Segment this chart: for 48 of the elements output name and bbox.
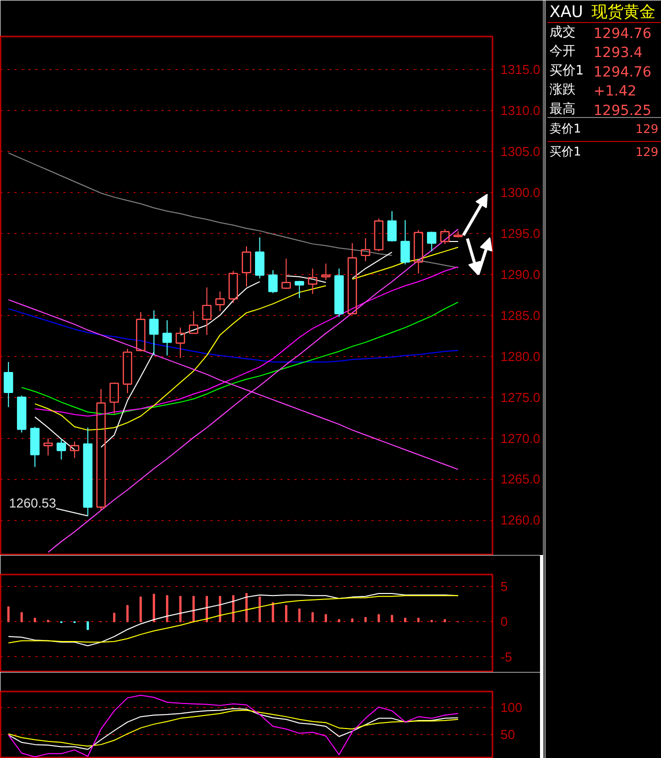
y-tick-label: 1265.0: [500, 472, 540, 487]
text: 涨跌: [550, 82, 576, 98]
line-series: [34, 266, 459, 417]
candlestick: [308, 268, 318, 294]
candlestick: [149, 310, 159, 356]
text: 最高: [550, 100, 576, 117]
y-tick-label: 1290.0: [500, 266, 540, 282]
y-tick-label: 100: [500, 700, 522, 716]
y-tick-label: 1310.0: [500, 102, 540, 118]
y-tick-label: 5: [500, 578, 508, 594]
y-tick-label: 1315.0: [500, 62, 540, 77]
candlestick: [334, 268, 344, 318]
annotation: 1260.53: [9, 496, 56, 511]
candlestick: [96, 388, 106, 511]
text: 1294.76: [594, 64, 652, 80]
text: 1295.25: [594, 102, 652, 119]
candlestick: [4, 362, 14, 408]
candlestick: [255, 236, 264, 279]
line-series: [8, 308, 459, 362]
text: 129: [636, 122, 658, 136]
text: 买价1: [550, 144, 582, 158]
y-tick-label: 1260.0: [500, 512, 540, 528]
y-tick-label: 1275.0: [500, 390, 540, 405]
text: 1293.4: [594, 45, 643, 62]
text: +1.42: [594, 84, 636, 100]
text: 1294.76: [594, 26, 652, 42]
text: 成交: [550, 24, 576, 40]
candlestick: [83, 427, 92, 516]
y-tick-label: 1285.0: [500, 308, 540, 323]
y-tick-label: 1305.0: [500, 144, 540, 159]
candlestick: [215, 290, 225, 312]
y-tick-label: 50: [500, 726, 515, 742]
y-tick-label: 1295.0: [500, 226, 540, 241]
line-series: [21, 302, 459, 415]
y-tick-label: 0: [500, 614, 508, 630]
text: 现货黄金: [592, 2, 656, 21]
y-tick-label: -5: [500, 649, 512, 664]
y-tick-label: 1300.0: [500, 184, 540, 200]
text: 今开: [550, 44, 576, 60]
candlestick: [162, 320, 172, 356]
candlestick: [202, 286, 212, 336]
text: 卖价1: [550, 122, 582, 136]
line-series: [8, 694, 459, 758]
text: XAU: [550, 2, 584, 21]
text: 买价1: [550, 63, 584, 78]
y-tick-label: 1270.0: [500, 430, 540, 446]
text: 129: [636, 145, 658, 159]
y-tick-label: 1280.0: [500, 348, 540, 364]
